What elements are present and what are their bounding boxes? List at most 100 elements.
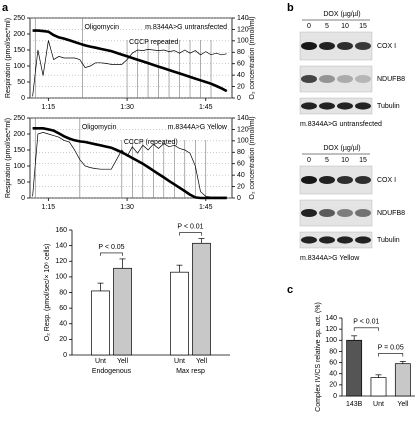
bar [394,363,411,397]
y-tick-label: 160 [55,227,67,234]
annotation: P < 0.05 [98,244,124,251]
y-tick-label: 200 [13,31,25,38]
x-tick-label: 143B [346,401,363,408]
bar [113,267,132,356]
blot-band [319,209,335,217]
x-tick-label: Endogenous [92,368,132,375]
y-tick-label: 40 [329,371,337,378]
x-tick-label: 1:45 [199,204,213,211]
trace-line [32,132,227,198]
axis-label: O₂ Resp. (pmol/sec/× 10⁶ cells) [44,244,51,342]
significance-bracket [100,252,123,256]
y-tick-label: 120 [237,26,249,33]
axis-label: Respiration (pmol/sec*ml) [5,18,12,98]
blot-band [301,75,317,83]
trace-line [32,40,227,97]
y-tick-label: 0 [21,95,25,102]
blot-band [355,176,371,184]
x-tick-label: 1:15 [42,104,56,111]
blot-band [301,42,317,50]
dose-header: DOX (µg/µl) [323,11,360,18]
blot-band [337,236,353,244]
y-tick-label: 50 [17,79,25,86]
axis-label: O₂ concentration (nmol/ml) [249,16,256,99]
blot-band [337,209,353,217]
bar-label: Unt [174,358,185,365]
y-tick-label: 150 [13,147,25,154]
y-tick-label: 140 [237,15,249,22]
y-tick-label: 60 [237,161,245,168]
annotation: P < 0.01 [353,319,379,326]
axis-label: Complex IV/CS relative sp. act. (%) [315,302,322,412]
y-tick-label: 40 [59,321,67,328]
panel-label: a [2,2,9,14]
blot-band [301,176,317,184]
dose-label: 10 [341,23,349,30]
y-tick-label: 20 [237,83,245,90]
bar [170,271,189,356]
panel-label: c [287,284,293,296]
x-tick-label: Yell [397,401,408,408]
axis-label: Respiration (pmol/sec*ml) [5,118,12,198]
y-tick-label: 100 [325,337,337,344]
blot-band [301,236,317,244]
bar [192,242,211,356]
bar-label: Unt [95,358,106,365]
blot-membrane [299,231,373,249]
row-label: COX I [377,43,396,50]
blot-band [319,42,335,50]
chart-title: m.8344A>G untransfected [145,24,227,31]
row-label: Tubulin [377,103,400,110]
y-tick-label: 0 [63,352,67,359]
x-tick-label: 1:45 [199,104,213,111]
blot-band [355,42,371,50]
significance-bracket [353,327,379,331]
annotation: Oligomycin [82,124,117,131]
dose-label: 10 [341,157,349,164]
y-tick-label: 100 [55,274,67,281]
y-tick-label: 140 [237,115,249,122]
x-tick-label: Unt [373,401,384,408]
blot-band [355,236,371,244]
y-tick-label: 100 [237,138,249,145]
dose-header: DOX (µg/µl) [323,145,360,152]
y-tick-label: 20 [329,382,337,389]
significance-bracket [378,353,404,357]
y-tick-label: 100 [13,163,25,170]
annotation: Oligomycin [84,24,119,31]
blot-band [337,42,353,50]
y-tick-label: 40 [237,172,245,179]
y-tick-label: 140 [55,242,67,249]
y-tick-label: 250 [13,115,25,122]
blot-membrane [299,97,373,115]
row-label: NDUFB8 [377,210,405,217]
bar-label: Yell [117,358,128,365]
panel-label: b [287,2,294,14]
blot-band [319,102,335,110]
blot-band [337,75,353,83]
y-tick-label: 60 [329,359,337,366]
blot-band [337,176,353,184]
y-tick-label: 20 [237,183,245,190]
blot-band [337,102,353,110]
y-tick-label: 80 [329,348,337,355]
axis-label: O₂ concentration (nmol/ml) [249,116,256,199]
y-tick-label: 200 [13,131,25,138]
blot-band [301,209,317,217]
blot-band [319,75,335,83]
y-tick-label: 100 [237,38,249,45]
y-tick-label: 0 [21,195,25,202]
blot-band [301,102,317,110]
y-tick-label: 50 [17,179,25,186]
dose-label: 0 [307,23,311,30]
x-tick-label: 1:30 [120,104,134,111]
bar [91,290,110,356]
dose-label: 5 [325,23,329,30]
bar [370,377,387,397]
trace-line [32,127,227,200]
y-tick-label: 250 [13,15,25,22]
bar-label: Yell [196,358,207,365]
blot-band [319,176,335,184]
y-tick-label: 80 [59,289,67,296]
chart-title: m.8344A>G Yellow [168,124,228,131]
